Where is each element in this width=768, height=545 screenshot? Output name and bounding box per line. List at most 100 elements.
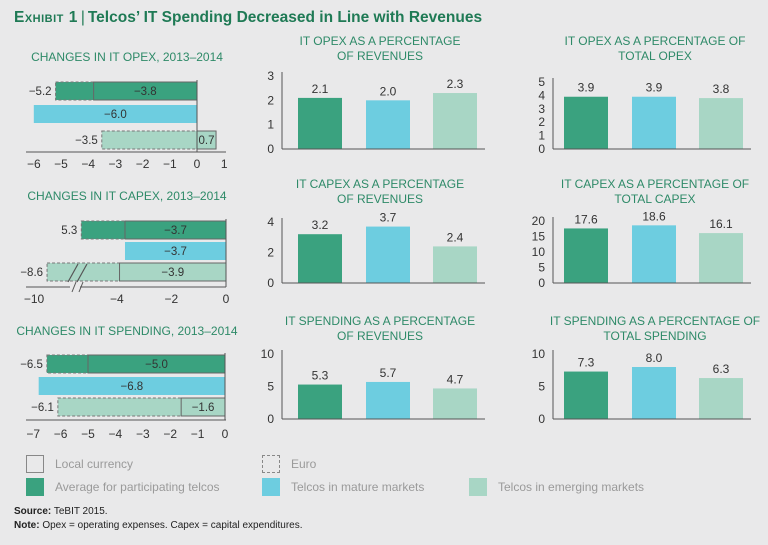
- chart-title: OF REVENUES: [337, 329, 423, 343]
- euro-label: −3.5: [75, 135, 98, 147]
- legend-swatch-emerging: [469, 478, 487, 496]
- euro-label: 5.3: [61, 225, 77, 237]
- chart-title: IT SPENDING AS A PERCENTAGE: [285, 314, 475, 328]
- axis-break-mark: [76, 263, 88, 283]
- euro-label: −8.6: [20, 267, 43, 279]
- data-label: 8.0: [646, 351, 663, 365]
- y-tick-label: 0: [267, 276, 274, 290]
- x-tick-label: −2: [163, 427, 177, 441]
- x-tick-label: −5: [81, 427, 95, 441]
- y-tick-label: 5: [267, 380, 274, 394]
- x-tick-label: −2: [165, 292, 179, 306]
- y-tick-label: 20: [532, 214, 546, 228]
- bar-emerging: [433, 246, 477, 283]
- bar-mature: [366, 381, 410, 419]
- euro-label: −6.1: [31, 402, 54, 414]
- x-tick-label: −3: [136, 427, 150, 441]
- euro-label: −5.2: [29, 86, 52, 98]
- chart-title: IT SPENDING AS A PERCENTAGE OF: [550, 314, 760, 328]
- y-tick-label: 2: [267, 93, 274, 107]
- bar-local-mature: [124, 242, 226, 260]
- local-label: −1.6: [192, 402, 215, 414]
- y-tick-label: 5: [538, 380, 545, 394]
- bar-emerging: [433, 388, 477, 419]
- y-tick-label: 5: [538, 75, 545, 89]
- data-label: 16.1: [709, 217, 733, 231]
- y-tick-label: 2: [267, 246, 274, 260]
- chart-title: CHANGES IN IT SPENDING, 2013–2014: [16, 324, 238, 338]
- legend-label: Average for participating telcos: [55, 480, 220, 494]
- legend-label: Telcos in mature markets: [291, 480, 425, 494]
- local-label: −3.8: [134, 86, 157, 98]
- x-tick-label: −4: [81, 157, 95, 171]
- source-label: Source:: [14, 506, 52, 517]
- title-separator: |: [80, 9, 85, 26]
- legend-swatch-mature: [262, 478, 280, 496]
- data-label: 18.6: [642, 209, 666, 223]
- note-label: Note:: [14, 520, 40, 531]
- local-label: −6.8: [120, 381, 143, 393]
- chart-title: IT CAPEX AS A PERCENTAGE: [296, 177, 464, 191]
- x-tick-label: −6: [27, 157, 41, 171]
- y-tick-label: 3: [267, 69, 274, 83]
- x-tick-label: 0: [222, 427, 229, 441]
- y-tick-label: 5: [538, 261, 545, 275]
- y-tick-label: 0: [538, 412, 545, 426]
- axis-break-gap: [70, 284, 80, 290]
- data-label: 3.9: [646, 81, 663, 95]
- local-label: −3.7: [164, 225, 187, 237]
- y-tick-label: 10: [532, 245, 546, 259]
- data-label: 4.7: [447, 372, 464, 386]
- data-label: 3.7: [380, 211, 397, 225]
- y-tick-label: 0: [267, 412, 274, 426]
- x-tick-label: −3: [109, 157, 123, 171]
- bar-average: [298, 234, 342, 283]
- local-label: −6.0: [104, 109, 127, 121]
- legend-label: Telcos in emerging markets: [498, 480, 645, 494]
- source-line: Source: TeBIT 2015.: [14, 506, 108, 517]
- legend-swatch-dashed: [262, 455, 280, 473]
- data-label: 2.0: [380, 84, 397, 98]
- bar-mature: [632, 96, 676, 149]
- legend-local-currency: Local currency: [26, 455, 133, 473]
- exhibit-number: Exhibit 1: [14, 9, 78, 26]
- y-tick-label: 1: [538, 129, 545, 143]
- chart-title: IT CAPEX AS A PERCENTAGE OF: [561, 177, 749, 191]
- x-tick-label: 0: [223, 292, 230, 306]
- exhibit-heading: Telcos’ IT Spending Decreased in Line wi…: [87, 9, 483, 26]
- bar-average: [298, 97, 342, 149]
- euro-label: −6.5: [20, 359, 43, 371]
- chart-title: TOTAL CAPEX: [614, 192, 695, 206]
- chart-title: OF REVENUES: [337, 49, 423, 63]
- bar-average: [564, 371, 608, 419]
- bar-emerging: [699, 233, 743, 283]
- note-text: Opex = operating expenses. Capex = capit…: [42, 520, 303, 531]
- y-tick-label: 4: [267, 215, 274, 229]
- x-tick-label: −6: [54, 427, 68, 441]
- data-label: 6.3: [713, 362, 730, 376]
- chart-title: CHANGES IN IT OPEX, 2013–2014: [31, 50, 223, 64]
- bar-average: [564, 228, 608, 283]
- note-line: Note: Opex = operating expenses. Capex =…: [14, 520, 303, 531]
- bar-emerging: [699, 98, 743, 149]
- bar-mature: [632, 225, 676, 283]
- local-label: −3.7: [164, 246, 187, 258]
- bar-local-mature: [33, 105, 197, 123]
- y-tick-label: 0: [267, 142, 274, 156]
- x-tick-label: −4: [109, 427, 123, 441]
- chart-title: IT OPEX AS A PERCENTAGE: [300, 34, 461, 48]
- data-label: 3.2: [312, 218, 329, 232]
- bar-average: [298, 384, 342, 419]
- chart-title: TOTAL SPENDING: [603, 329, 706, 343]
- x-tick-label: −10: [24, 292, 45, 306]
- local-label: −3.9: [161, 267, 184, 279]
- data-label: 3.9: [578, 81, 595, 95]
- local-label: −5.0: [145, 359, 168, 371]
- axis-break-mark: [67, 263, 79, 283]
- legend-label: Local currency: [55, 457, 134, 471]
- x-tick-label: 1: [221, 157, 228, 171]
- data-label: 7.3: [578, 356, 595, 370]
- data-label: 5.7: [380, 366, 397, 380]
- y-tick-label: 0: [538, 142, 545, 156]
